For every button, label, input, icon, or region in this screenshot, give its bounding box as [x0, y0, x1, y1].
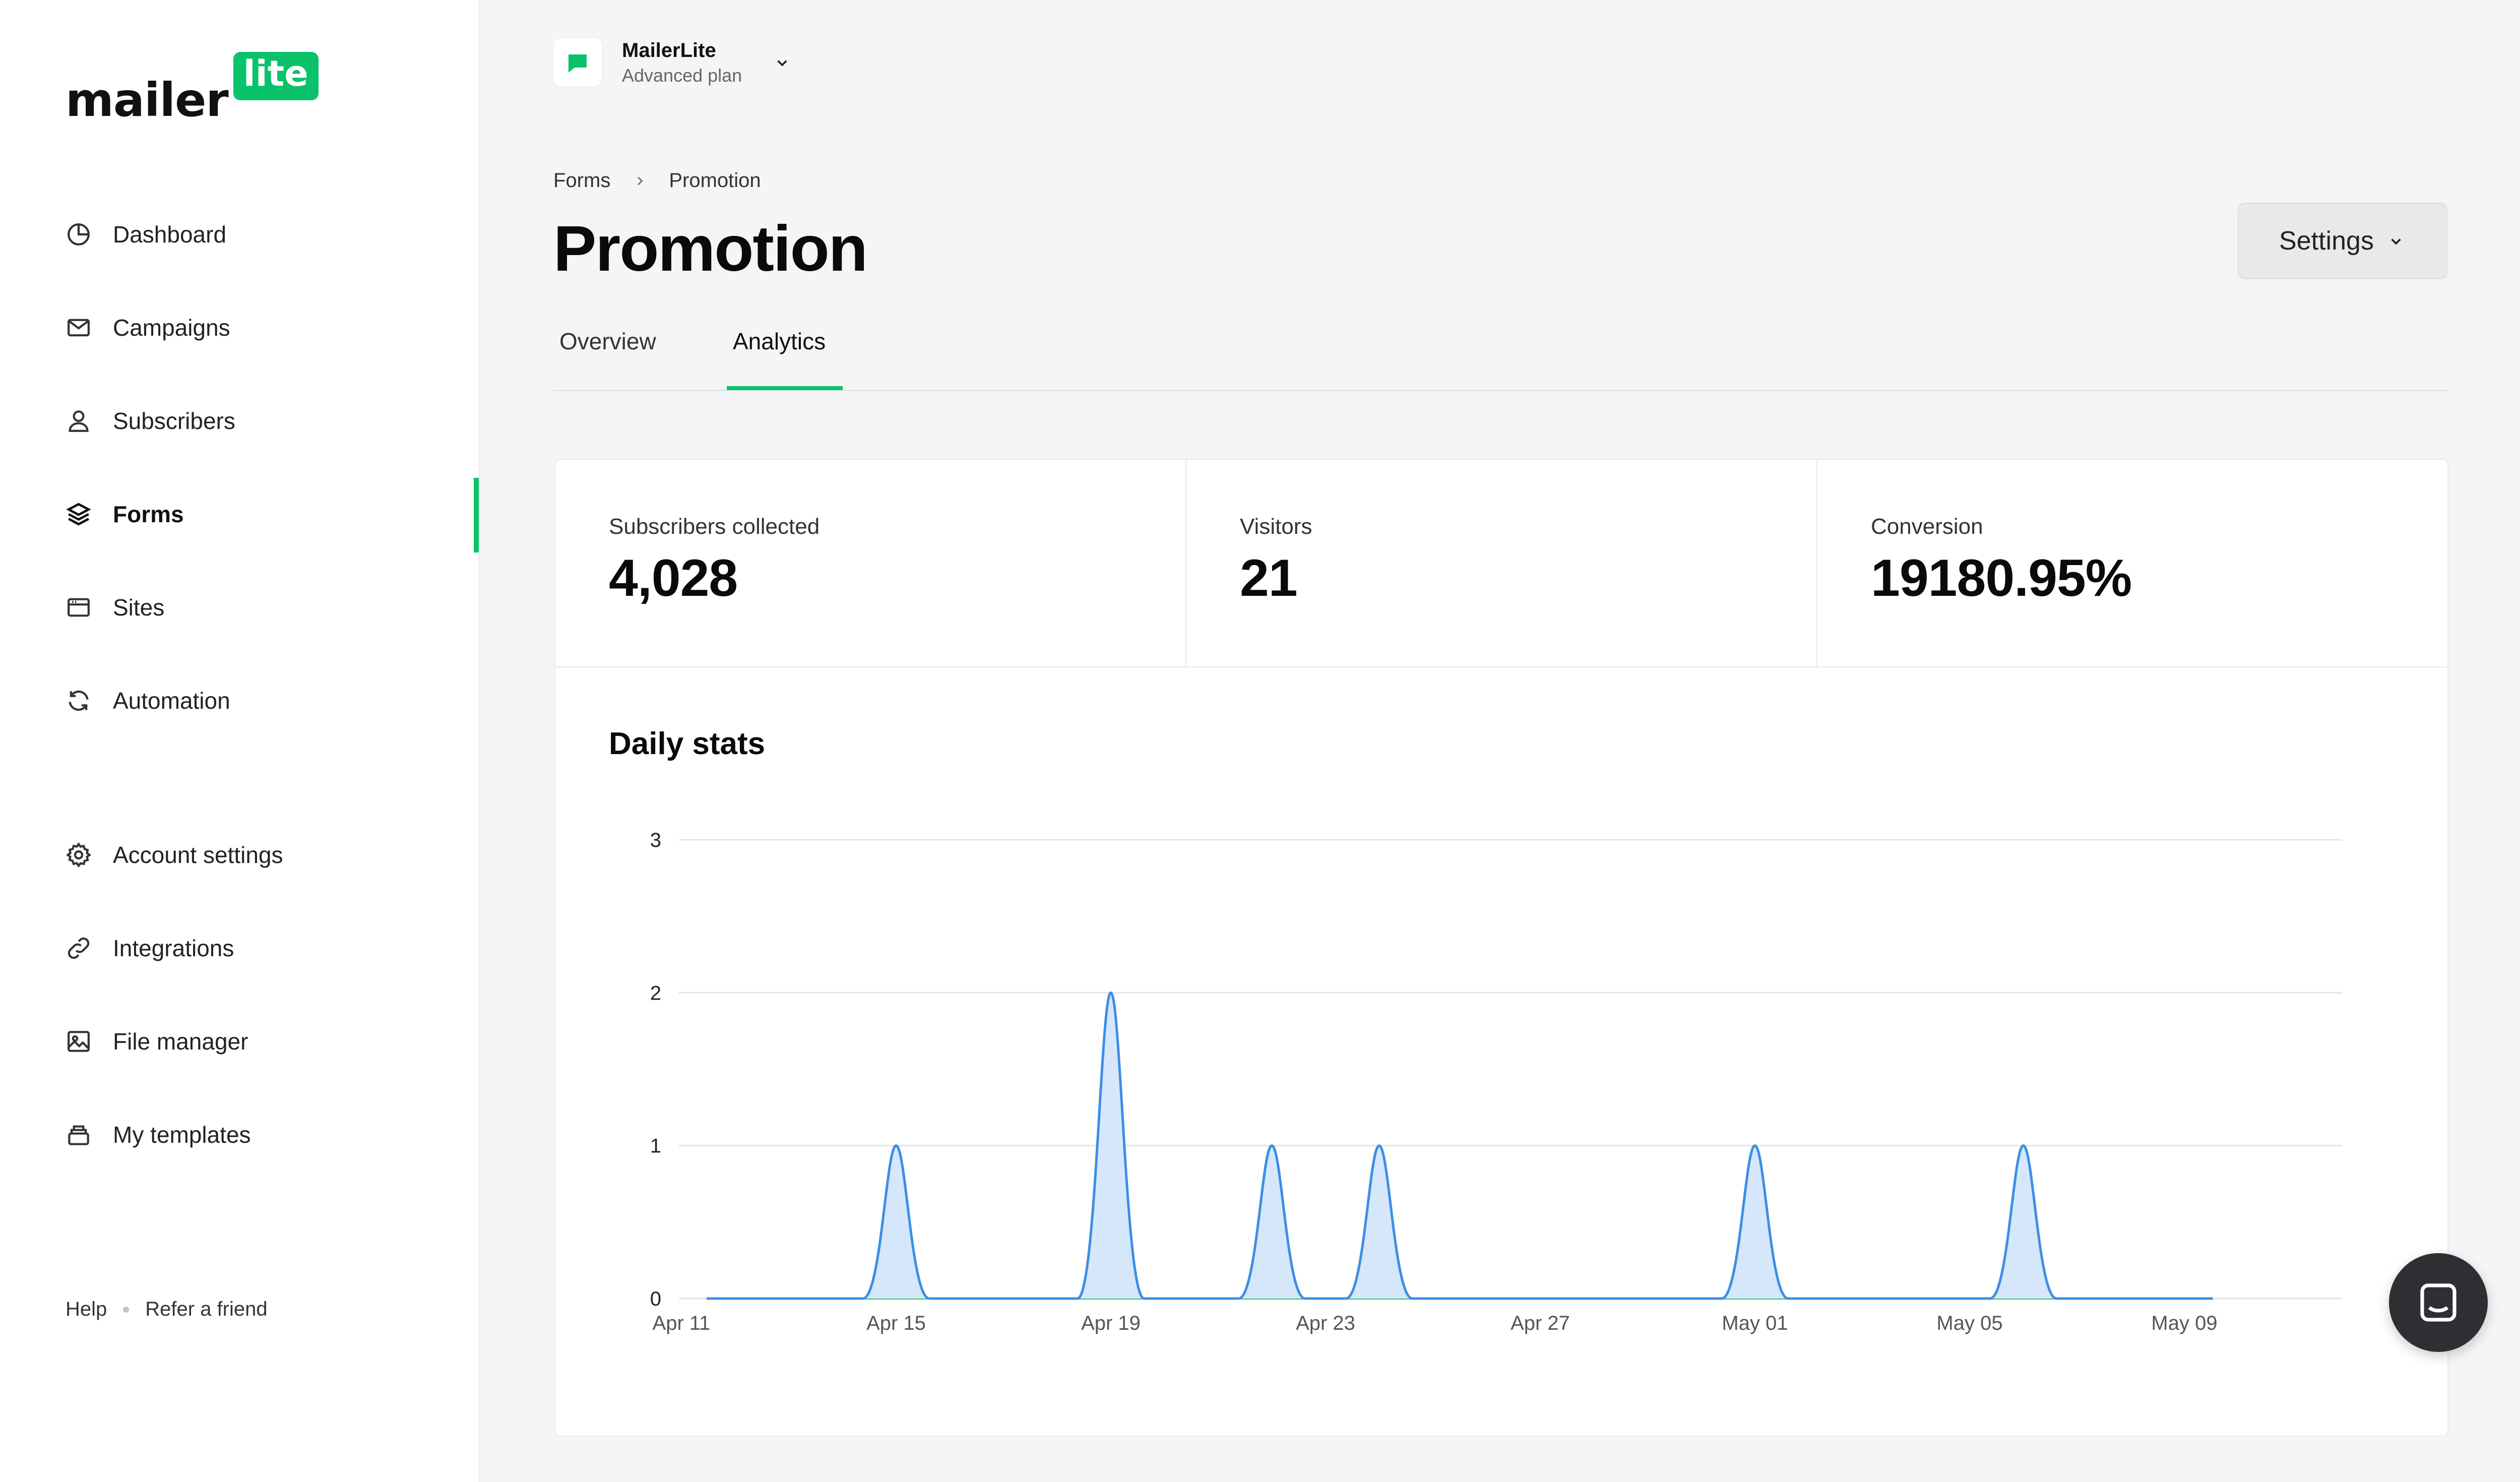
daily-stats-chart: 0 1 2 3 Apr 11 Apr 15 Apr 19 Apr 23 Apr 27 May 01… — [650, 829, 2342, 1334]
chart-title: Daily stats — [609, 726, 766, 761]
sidebar-item-label: Forms — [113, 501, 184, 527]
x-tick-label: May 05 — [1936, 1312, 2002, 1334]
area-peak — [1238, 1145, 1305, 1299]
logo-text: mailer — [66, 73, 229, 127]
sidebar-item-forms[interactable]: Forms — [65, 489, 184, 539]
stat-label: Conversion — [1871, 514, 1983, 539]
x-tick-label: Apr 15 — [866, 1312, 926, 1334]
active-tab-underline — [727, 386, 843, 390]
breadcrumb-current: Promotion — [669, 169, 761, 192]
active-indicator — [474, 478, 479, 552]
sidebar-item-label: Dashboard — [113, 221, 227, 248]
settings-button-label: Settings — [2279, 226, 2374, 256]
x-tick-label: Apr 23 — [1296, 1312, 1355, 1334]
sidebar-item-label: Automation — [113, 688, 230, 714]
y-tick-label: 3 — [650, 829, 661, 851]
x-tick-label: May 01 — [1722, 1312, 1788, 1334]
page-title: Promotion — [553, 213, 868, 285]
mail-icon — [68, 319, 90, 337]
stat-subscribers: Subscribers collected 4,028 — [555, 460, 1186, 666]
analytics-card: Subscribers collected 4,028 Visitors 21 … — [554, 459, 2448, 1437]
logo-badge: lite — [233, 52, 319, 100]
tab-overview[interactable]: Overview — [559, 328, 656, 354]
image-icon — [68, 1031, 90, 1052]
account-switcher[interactable]: MailerLite Advanced plan — [553, 38, 792, 87]
link-icon — [68, 937, 90, 959]
mailerlite-logo[interactable]: mailer lite — [66, 52, 319, 127]
stat-value: 21 — [1240, 549, 1298, 607]
user-icon — [69, 410, 89, 432]
sidebar: mailer lite Dashboard Campaigns Subscrib… — [0, 0, 480, 1482]
area-peak — [862, 1145, 930, 1299]
stat-conversion: Conversion 19180.95% — [1817, 460, 2447, 666]
x-tick-label: Apr 27 — [1510, 1312, 1570, 1334]
account-name: MailerLite — [622, 39, 716, 61]
chat-widget-button[interactable] — [2389, 1253, 2488, 1352]
separator-dot — [123, 1306, 130, 1313]
sidebar-item-sites[interactable]: Sites — [65, 582, 164, 633]
sidebar-item-my-templates[interactable]: My templates — [65, 1109, 251, 1160]
sidebar-item-campaigns[interactable]: Campaigns — [65, 302, 230, 353]
sidebar-item-subscribers[interactable]: Subscribers — [65, 396, 235, 446]
chevron-down-icon — [777, 60, 787, 67]
area-peak — [1990, 1145, 2057, 1299]
area-peak — [1077, 993, 1145, 1299]
account-avatar — [553, 38, 602, 87]
y-tick-label: 0 — [650, 1288, 661, 1310]
account-info: MailerLite Advanced plan — [622, 39, 742, 86]
sidebar-item-integrations[interactable]: Integrations — [65, 923, 234, 973]
sidebar-item-dashboard[interactable]: Dashboard — [65, 209, 226, 260]
sidebar-item-label: Subscribers — [113, 408, 235, 434]
stats-row: Subscribers collected 4,028 Visitors 21 … — [555, 460, 2447, 667]
sidebar-footer: Help Refer a friend — [66, 1298, 268, 1321]
stat-label: Subscribers collected — [609, 514, 820, 539]
stat-visitors: Visitors 21 — [1186, 460, 1817, 666]
stat-label: Visitors — [1240, 514, 1312, 539]
sidebar-item-label: Integrations — [113, 935, 234, 961]
stat-value: 19180.95% — [1871, 549, 2132, 607]
sidebar-item-label: Campaigns — [113, 315, 230, 341]
layers-icon — [66, 503, 91, 526]
sidebar-item-label: My templates — [113, 1122, 251, 1148]
gear-icon — [66, 842, 92, 868]
sidebar-item-file-manager[interactable]: File manager — [65, 1016, 248, 1067]
sidebar-item-label: Account settings — [113, 842, 283, 868]
tabs: Overview Analytics — [553, 313, 2448, 391]
help-link[interactable]: Help — [66, 1298, 107, 1320]
stack-icon — [68, 1125, 89, 1145]
sidebar-item-label: Sites — [113, 594, 165, 621]
stat-value: 4,028 — [609, 549, 738, 607]
chat-bubble-icon — [569, 54, 587, 73]
settings-button[interactable]: Settings — [2238, 203, 2447, 279]
x-tick-label: Apr 11 — [653, 1312, 711, 1334]
chevron-right-icon — [638, 176, 643, 186]
y-tick-label: 2 — [650, 982, 661, 1004]
refer-a-friend-link[interactable]: Refer a friend — [145, 1298, 268, 1320]
dashboard-icon — [68, 223, 90, 245]
refresh-icon — [69, 690, 89, 711]
breadcrumb: Forms Promotion — [553, 169, 761, 192]
series-line — [707, 991, 2213, 1300]
sidebar-item-label: File manager — [113, 1028, 248, 1055]
y-tick-label: 1 — [650, 1135, 661, 1157]
area-peak — [1346, 1145, 1413, 1299]
x-tick-label: Apr 19 — [1081, 1312, 1141, 1334]
area-peak — [1721, 1145, 1789, 1299]
breadcrumb-forms[interactable]: Forms — [553, 169, 611, 192]
account-plan: Advanced plan — [622, 65, 742, 86]
browser-icon — [68, 598, 90, 617]
chevron-down-icon — [2391, 238, 2401, 245]
chat-icon — [2420, 1283, 2456, 1322]
sidebar-item-automation[interactable]: Automation — [65, 675, 230, 726]
tab-analytics[interactable]: Analytics — [733, 328, 826, 354]
sidebar-item-account-settings[interactable]: Account settings — [65, 830, 283, 880]
x-tick-label: May 09 — [2151, 1312, 2217, 1334]
